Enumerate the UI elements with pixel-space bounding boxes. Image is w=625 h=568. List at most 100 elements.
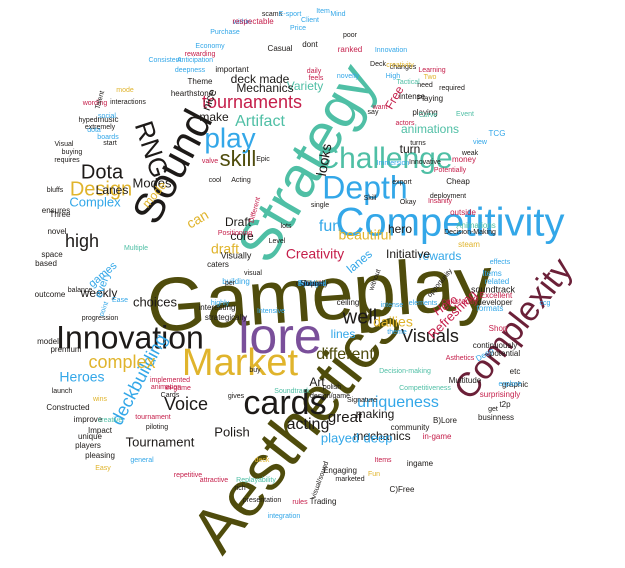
word-intense: intense xyxy=(381,302,404,309)
word-dota: dota xyxy=(87,127,101,134)
word-depth: Depth xyxy=(322,169,407,205)
word-ceiling: ceiling xyxy=(337,298,360,307)
word-tournament: tournament xyxy=(135,414,170,421)
word-easy: Easy xyxy=(95,465,111,472)
word-animations: Animations xyxy=(456,221,496,230)
word-potentially: Potentially xyxy=(434,167,467,174)
word-wins: wins xyxy=(92,396,108,403)
word-innovation: Innovation xyxy=(56,319,204,355)
word-different: different xyxy=(316,346,374,363)
word-dead: dead xyxy=(303,279,321,288)
word-okay: Okay xyxy=(400,199,417,206)
word-uniqueness: uniqueness xyxy=(357,394,439,411)
word-daily: daily xyxy=(307,68,322,75)
word-lines: lines xyxy=(331,327,356,341)
word-draft: draft xyxy=(211,241,239,257)
word-innovative: Innovative xyxy=(409,159,441,166)
word-theme: theme xyxy=(387,329,407,336)
word-tcg: TCG xyxy=(489,129,506,138)
word-shop: Shop xyxy=(489,324,508,333)
word-price: Price xyxy=(290,25,306,32)
word-design: Design xyxy=(70,178,132,200)
word-make: make xyxy=(199,110,229,124)
word-launch: launch xyxy=(52,388,73,395)
word-purchase: Purchase xyxy=(210,29,240,36)
word-choices: choices xyxy=(133,294,178,309)
word-challenge: Challenge xyxy=(317,142,452,175)
word-t2p: t2p xyxy=(499,400,511,409)
word-based: based xyxy=(35,259,57,268)
word-progression: progression xyxy=(82,315,119,322)
word-market: Market xyxy=(182,342,299,384)
word-steam: steam xyxy=(458,240,480,249)
word-great: great xyxy=(328,409,363,426)
word-trading: Trading xyxy=(310,497,337,506)
word-developer: developer xyxy=(477,298,512,307)
word-visual-sound: visual/sound xyxy=(310,461,330,500)
word-decision-making: Decision-Making xyxy=(444,229,496,236)
word-visuals: Visuals xyxy=(401,326,459,346)
word-cheap: Cheap xyxy=(446,177,470,186)
word-novel: novel xyxy=(47,227,66,236)
word-arms: Arms xyxy=(303,279,322,288)
word-ease: ease xyxy=(303,279,321,288)
word-community: community xyxy=(391,423,430,432)
word-general: general xyxy=(130,457,154,464)
word-dailies: dailies xyxy=(373,314,413,330)
word-competitivity: Competitivity xyxy=(336,201,565,245)
word-fun: fun xyxy=(319,218,341,235)
word-deck-made: deck made xyxy=(231,72,290,86)
word-modes: modes xyxy=(300,279,324,288)
word-lanes: Lanes xyxy=(96,183,129,197)
word-turn: turn xyxy=(400,142,421,156)
word-playing: playing xyxy=(412,108,437,117)
word-players: players xyxy=(75,441,101,450)
word-epic: Epic xyxy=(256,156,270,163)
word-presentation: presentation xyxy=(243,497,282,504)
word-tactical: Tactical xyxy=(396,79,420,86)
word-excellent: Excellent xyxy=(480,291,513,300)
word-interactions: interactions xyxy=(110,99,146,106)
word-scams: scams xyxy=(262,11,283,18)
word-asthetics: Asthetics xyxy=(446,355,475,362)
word-two: Two xyxy=(424,74,437,81)
word-cards: cards xyxy=(243,384,326,422)
word-a-voice: A)Voice xyxy=(298,279,326,288)
word-mechanics: Mechanics xyxy=(236,81,293,95)
word-mind: Mind xyxy=(330,11,345,18)
word-per: per xyxy=(225,280,236,287)
word-ingame: ingame xyxy=(407,459,434,468)
word-rewards: rewards xyxy=(419,249,462,263)
word-company: company xyxy=(296,279,328,288)
word-extremely: extremely xyxy=(85,124,116,131)
word-acting: Acting xyxy=(231,177,251,184)
word-in-game: In-game xyxy=(165,385,191,392)
word-play: play xyxy=(204,122,255,153)
word-creativity: creativity xyxy=(386,62,414,69)
word-surprisingly: surprisingly xyxy=(480,390,520,399)
word-rules: rules xyxy=(292,499,308,506)
word-economy: Economy xyxy=(195,43,225,50)
word-innovation: Innovation xyxy=(375,47,407,54)
word-signature: Signature xyxy=(347,397,377,404)
word-soundtrack: Soundtrack xyxy=(274,388,310,395)
word-buying: buying xyxy=(62,149,83,156)
word-playing: Playing xyxy=(417,94,443,103)
word-well: well xyxy=(342,306,377,328)
word-need: need xyxy=(417,82,433,89)
word-immersion: Immersion xyxy=(377,160,410,167)
word-wording: wording xyxy=(82,100,108,107)
word-weak: weak xyxy=(461,150,479,157)
word-actors: actors xyxy=(395,120,415,127)
word-draft: Draft xyxy=(225,215,252,229)
word-animation: animation xyxy=(151,384,181,391)
word-creative: creative xyxy=(98,417,123,424)
word-constantly: constantly xyxy=(442,297,478,306)
word-deep: deep xyxy=(364,430,393,445)
word-changes: changes xyxy=(390,64,417,71)
word-integration: integration xyxy=(268,513,301,520)
word-weekly: weekly xyxy=(80,286,118,300)
word-caters: caters xyxy=(207,260,229,269)
word-consistent: Consistent xyxy=(148,57,181,64)
word-modes: Modes xyxy=(132,175,172,190)
